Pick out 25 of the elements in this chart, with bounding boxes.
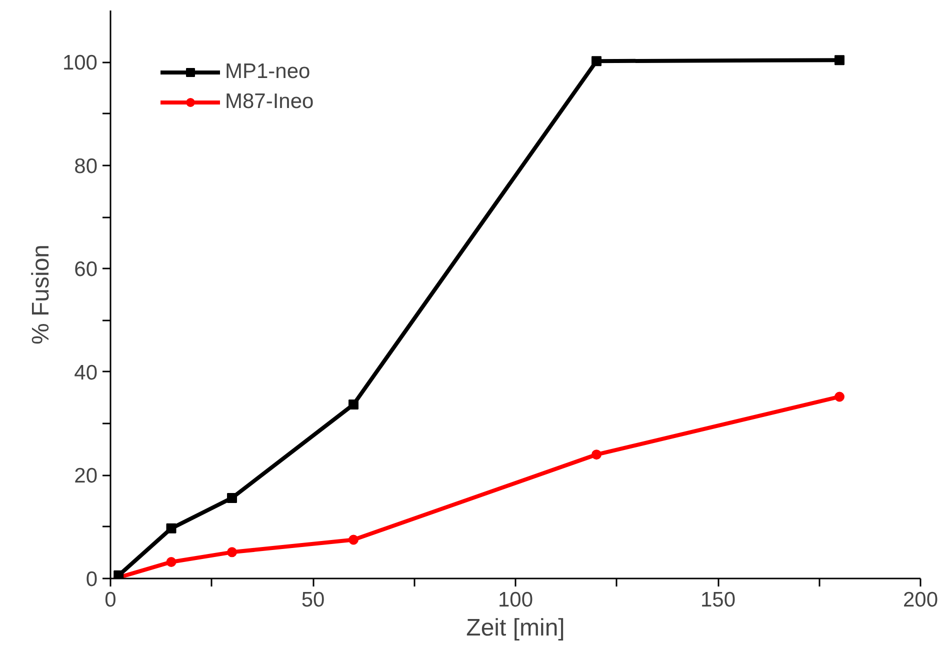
- point: [348, 399, 358, 410]
- y-tick-label: 20: [74, 464, 98, 488]
- x-tick-label: 200: [902, 588, 938, 612]
- point: [834, 392, 844, 402]
- x-tick-label: 0: [104, 588, 116, 612]
- point: [592, 56, 602, 66]
- y-tick-label: 40: [74, 361, 98, 384]
- point: [166, 523, 176, 534]
- y-tick-label: 100: [62, 52, 98, 75]
- legend-label: MP1-neo: [225, 60, 310, 84]
- point: [227, 547, 237, 558]
- x-axis-title: Zeit [min]: [466, 614, 565, 642]
- point: [592, 450, 602, 460]
- x-tick-label: 100: [498, 588, 534, 612]
- y-tick-label: 0: [86, 568, 98, 591]
- y-tick-label: 60: [74, 258, 98, 282]
- point: [834, 55, 844, 66]
- point: [348, 534, 358, 545]
- point: [227, 492, 237, 503]
- legend-label: M87-Ineo: [225, 90, 314, 114]
- y-axis-title: % Fusion: [27, 244, 54, 345]
- point: [166, 556, 176, 567]
- y-tick-label: 80: [74, 154, 98, 178]
- x-tick-label: 50: [301, 588, 325, 612]
- x-tick-label: 150: [700, 588, 736, 612]
